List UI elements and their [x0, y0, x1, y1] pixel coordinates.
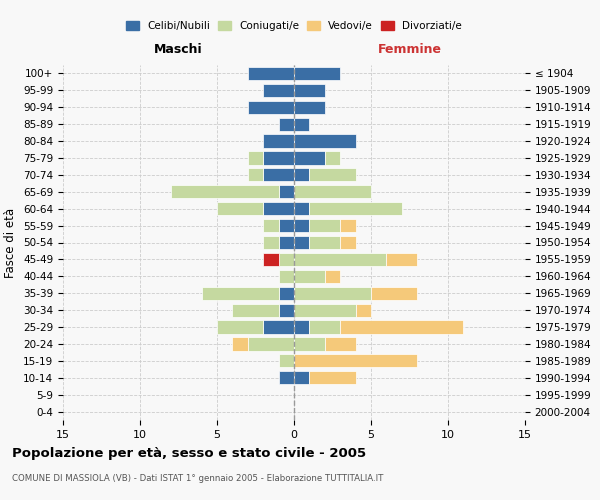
- Bar: [310, 202, 402, 215]
- Bar: [171, 185, 278, 198]
- Bar: [217, 320, 263, 334]
- Bar: [278, 304, 294, 316]
- Bar: [248, 168, 263, 181]
- Bar: [325, 152, 340, 164]
- Bar: [294, 304, 356, 316]
- Bar: [294, 236, 310, 249]
- Bar: [278, 236, 294, 249]
- Bar: [340, 236, 356, 249]
- Y-axis label: Anni di nascita: Anni di nascita: [598, 199, 600, 286]
- Bar: [278, 185, 294, 198]
- Bar: [263, 320, 294, 334]
- Bar: [294, 320, 310, 334]
- Bar: [263, 168, 294, 181]
- Bar: [325, 270, 340, 283]
- Bar: [310, 371, 356, 384]
- Bar: [278, 371, 294, 384]
- Bar: [310, 219, 340, 232]
- Bar: [356, 304, 371, 316]
- Bar: [294, 286, 371, 300]
- Bar: [386, 253, 417, 266]
- Bar: [232, 304, 278, 316]
- Bar: [263, 84, 294, 97]
- Bar: [278, 118, 294, 131]
- Bar: [248, 338, 294, 350]
- Bar: [294, 100, 325, 114]
- Text: COMUNE DI MASSIOLA (VB) - Dati ISTAT 1° gennaio 2005 - Elaborazione TUTTITALIA.I: COMUNE DI MASSIOLA (VB) - Dati ISTAT 1° …: [12, 474, 383, 483]
- Bar: [294, 134, 356, 147]
- Bar: [371, 286, 417, 300]
- Y-axis label: Fasce di età: Fasce di età: [4, 208, 17, 278]
- Bar: [217, 202, 263, 215]
- Bar: [278, 286, 294, 300]
- Bar: [248, 67, 294, 80]
- Bar: [325, 338, 356, 350]
- Bar: [278, 253, 294, 266]
- Text: Femmine: Femmine: [377, 43, 442, 56]
- Bar: [294, 354, 417, 368]
- Bar: [294, 67, 340, 80]
- Bar: [263, 219, 278, 232]
- Bar: [263, 236, 278, 249]
- Bar: [294, 338, 325, 350]
- Bar: [232, 338, 248, 350]
- Bar: [294, 185, 371, 198]
- Bar: [294, 371, 310, 384]
- Bar: [310, 320, 340, 334]
- Bar: [294, 202, 310, 215]
- Bar: [278, 354, 294, 368]
- Bar: [310, 168, 356, 181]
- Bar: [294, 84, 325, 97]
- Bar: [294, 270, 325, 283]
- Legend: Celibi/Nubili, Coniugati/e, Vedovi/e, Divorziati/e: Celibi/Nubili, Coniugati/e, Vedovi/e, Di…: [122, 17, 466, 36]
- Bar: [263, 134, 294, 147]
- Bar: [340, 219, 356, 232]
- Bar: [278, 219, 294, 232]
- Bar: [248, 152, 263, 164]
- Bar: [278, 270, 294, 283]
- Bar: [310, 236, 340, 249]
- Bar: [263, 253, 278, 266]
- Bar: [202, 286, 278, 300]
- Bar: [294, 219, 310, 232]
- Text: Popolazione per età, sesso e stato civile - 2005: Popolazione per età, sesso e stato civil…: [12, 448, 366, 460]
- Bar: [340, 320, 463, 334]
- Bar: [294, 253, 386, 266]
- Bar: [294, 152, 325, 164]
- Bar: [263, 152, 294, 164]
- Bar: [263, 202, 294, 215]
- Text: Maschi: Maschi: [154, 43, 203, 56]
- Bar: [294, 118, 310, 131]
- Bar: [248, 100, 294, 114]
- Bar: [294, 168, 310, 181]
